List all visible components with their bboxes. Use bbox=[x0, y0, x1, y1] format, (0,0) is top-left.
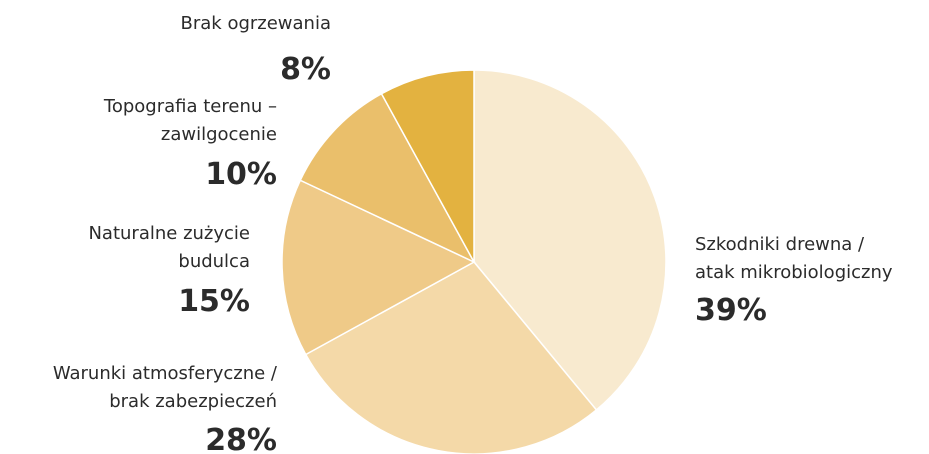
slice-label: Brak ogrzewania bbox=[181, 13, 331, 34]
slice-label: brak zabezpieczeń bbox=[109, 391, 277, 412]
pie-slice bbox=[380, 69, 475, 263]
pie-slice bbox=[281, 179, 476, 356]
slice-label: Szkodniki drewna / bbox=[695, 234, 865, 255]
slice-value-label: 10% bbox=[205, 157, 277, 192]
slice-label: Warunki atmosferyczne / bbox=[53, 363, 278, 384]
pie-slice bbox=[304, 261, 598, 454]
pie-slice bbox=[299, 92, 476, 264]
slice-label: Topografia terenu – bbox=[103, 96, 277, 117]
slice-label: Naturalne zużycie bbox=[88, 223, 250, 244]
slice-label: atak mikrobiologiczny bbox=[695, 262, 893, 283]
slice-value-label: 15% bbox=[178, 284, 250, 319]
slice-value-label: 8% bbox=[280, 52, 331, 87]
slice-value-label: 39% bbox=[695, 293, 767, 328]
slice-value-label: 28% bbox=[205, 423, 277, 454]
pie-slice bbox=[473, 69, 667, 411]
slice-label: budulca bbox=[178, 251, 250, 272]
slice-label: zawilgocenie bbox=[161, 124, 277, 145]
